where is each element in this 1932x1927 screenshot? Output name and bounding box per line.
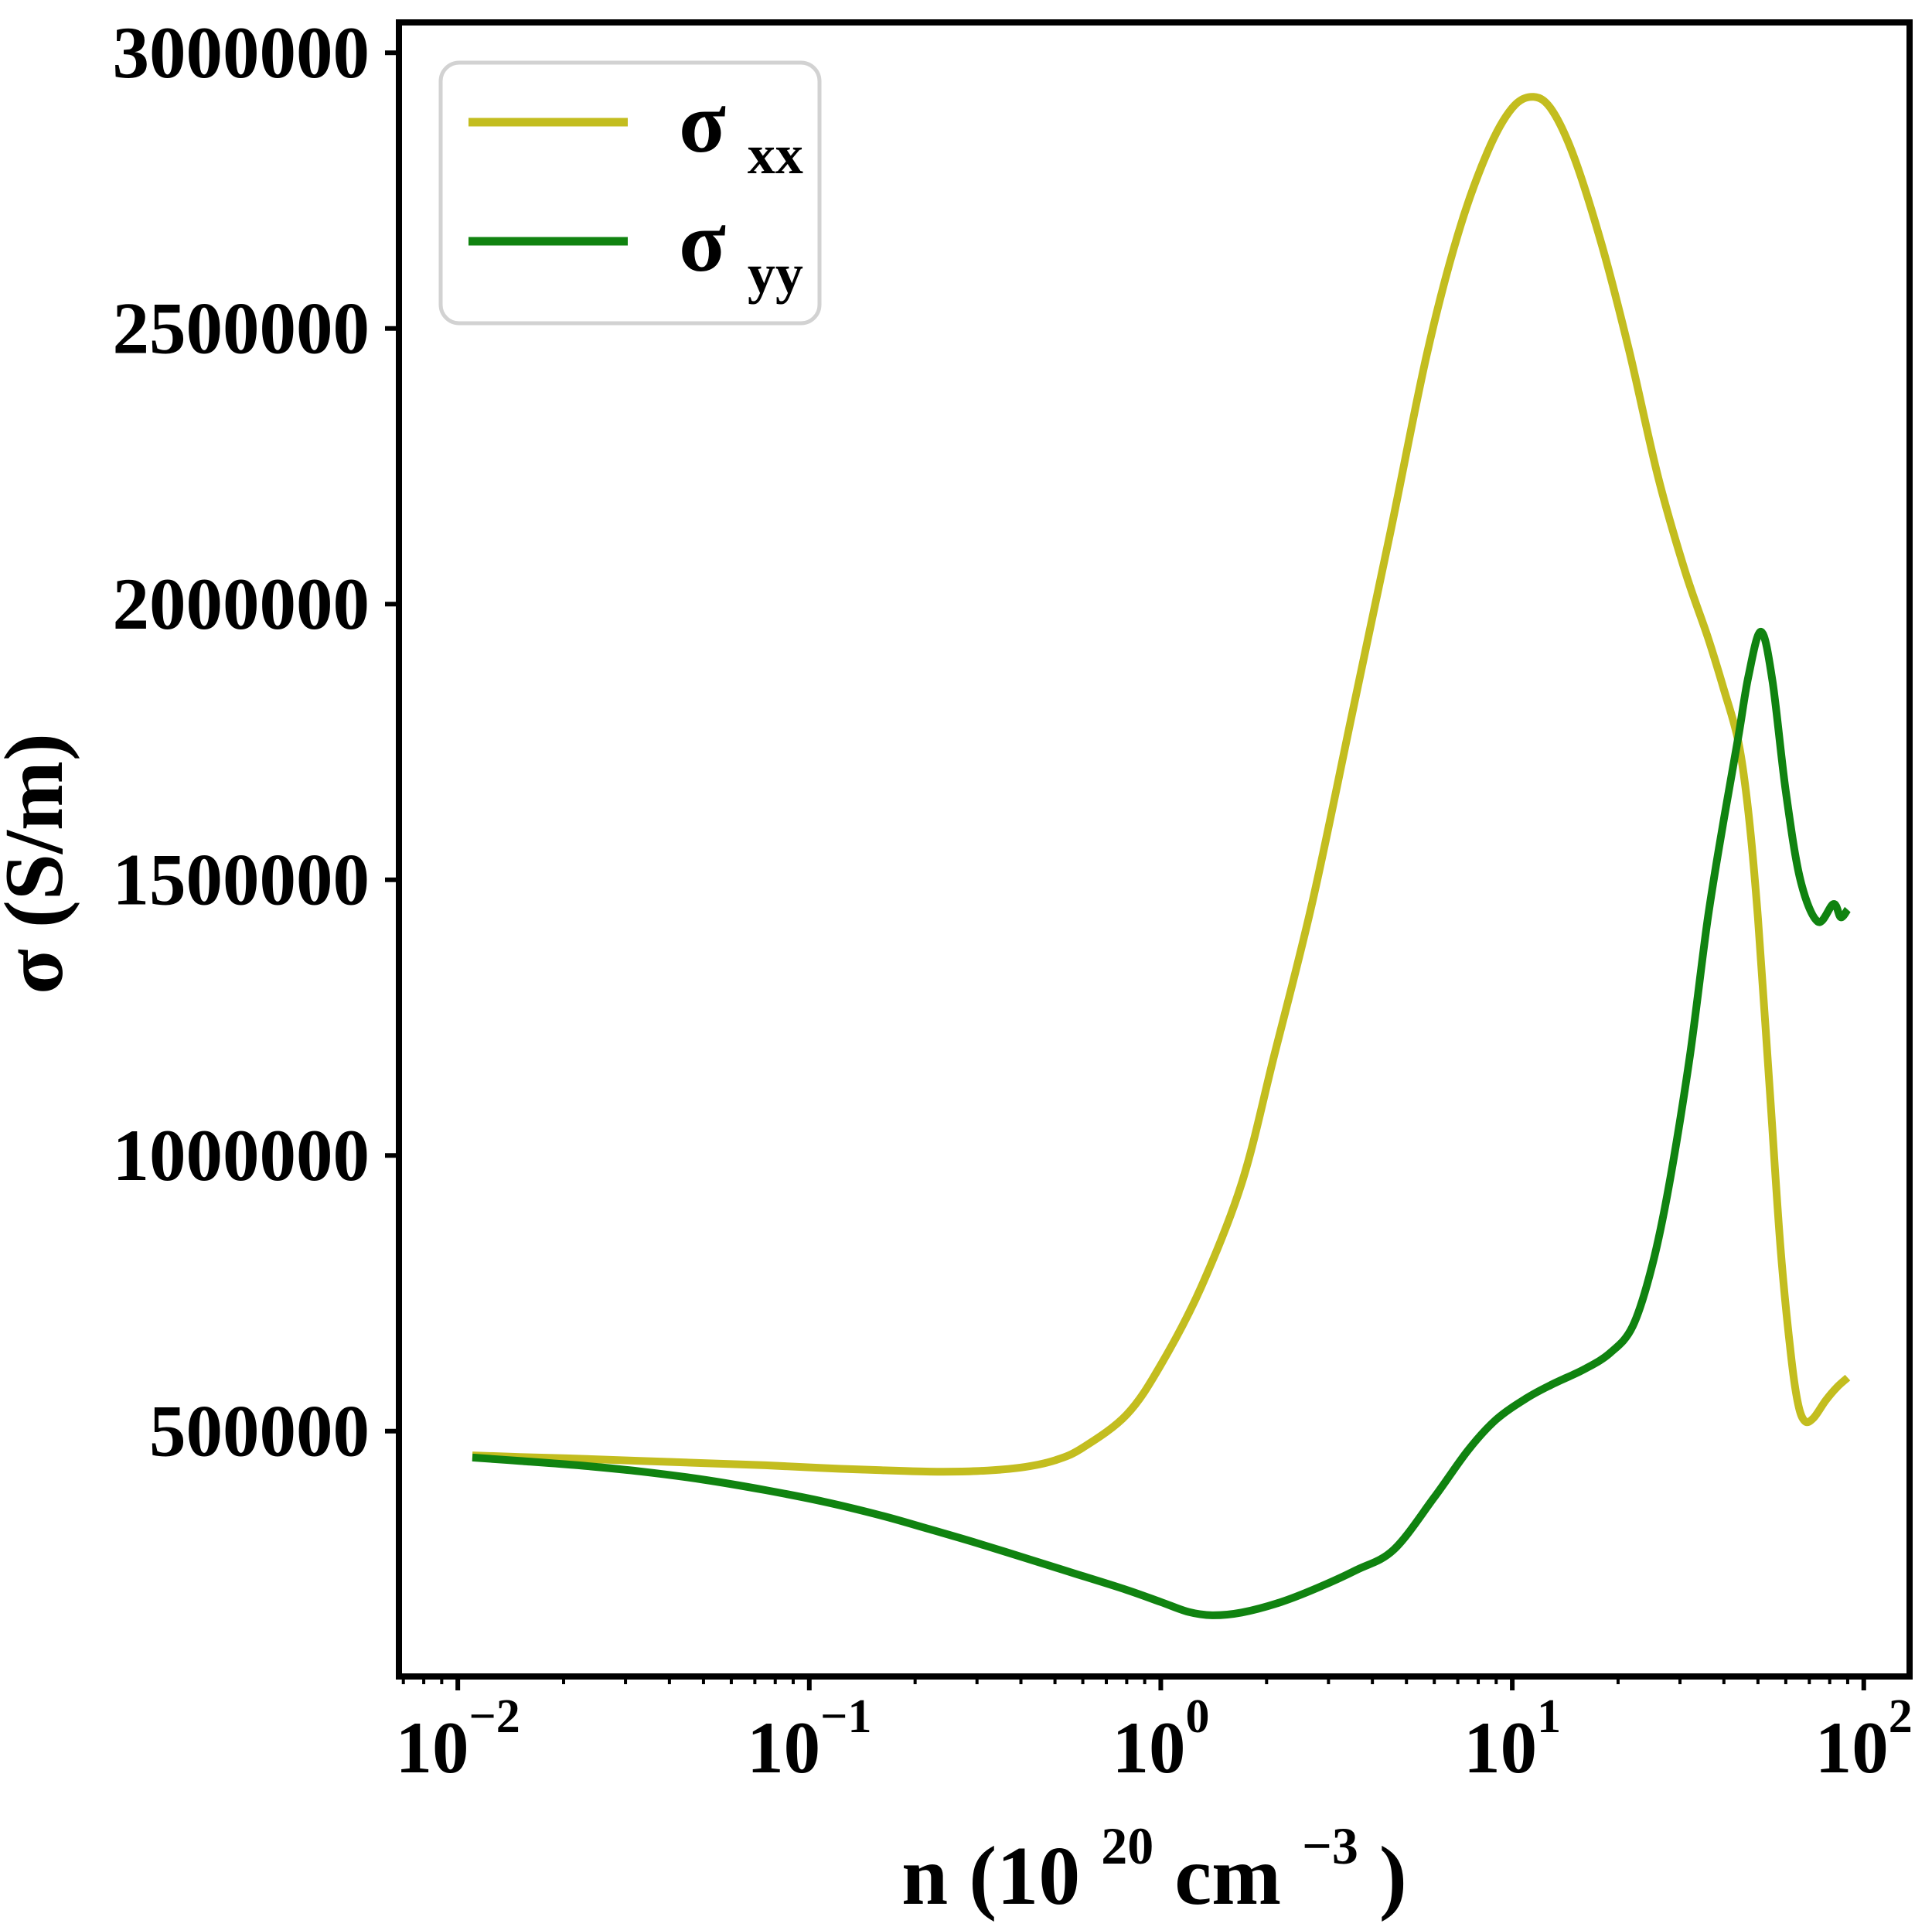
legend-label-sigma-yy-sub: yy <box>748 243 803 305</box>
legend: σ xx σ yy <box>438 60 822 326</box>
y-tick-label: 1000000 <box>113 1114 370 1196</box>
x-tick-label: 10−2 <box>395 1690 520 1789</box>
x-axis-label-mid: cm <box>1174 1830 1281 1922</box>
sigma-yy-curve <box>472 627 1851 1619</box>
x-tick-label: 101 <box>1463 1690 1561 1789</box>
x-axis-label: n (10 20 cm −3 ) <box>901 1790 1407 1922</box>
y-axis-label: σ (S/m) <box>0 733 80 994</box>
x-axis-label-suffix: ) <box>1379 1830 1407 1922</box>
plot-area-frame <box>396 19 1913 1680</box>
y-tick-label: 2000000 <box>113 563 370 645</box>
x-tick-label: 100 <box>1112 1690 1209 1789</box>
legend-box <box>438 60 822 326</box>
legend-label-sigma-yy-base: σ <box>679 194 726 290</box>
x-axis-label-prefix: n (10 <box>901 1830 1080 1922</box>
axis-ticks <box>385 50 1866 1690</box>
data-curves <box>472 93 1851 1619</box>
y-tick-label: 500000 <box>149 1390 370 1472</box>
axis-tick-labels: 10−2 10−1 100 101 102 500000 1000000 1500000 200… <box>113 12 1913 1789</box>
legend-label-sigma-xx-sub: xx <box>748 124 803 186</box>
legend-label-sigma-xx: σ xx <box>679 75 803 186</box>
x-axis-label-sup1: 20 <box>1101 1816 1153 1875</box>
legend-label-sigma-xx-base: σ <box>679 75 726 171</box>
y-tick-label: 1500000 <box>113 839 370 921</box>
sigma-xx-curve <box>472 93 1851 1476</box>
x-tick-label: 10−1 <box>747 1690 871 1789</box>
x-tick-label: 102 <box>1815 1690 1913 1789</box>
x-axis-label-sup2: −3 <box>1302 1816 1358 1875</box>
y-tick-label: 3000000 <box>113 12 370 94</box>
legend-label-sigma-yy: σ yy <box>679 194 803 305</box>
y-tick-label: 2500000 <box>113 288 370 370</box>
